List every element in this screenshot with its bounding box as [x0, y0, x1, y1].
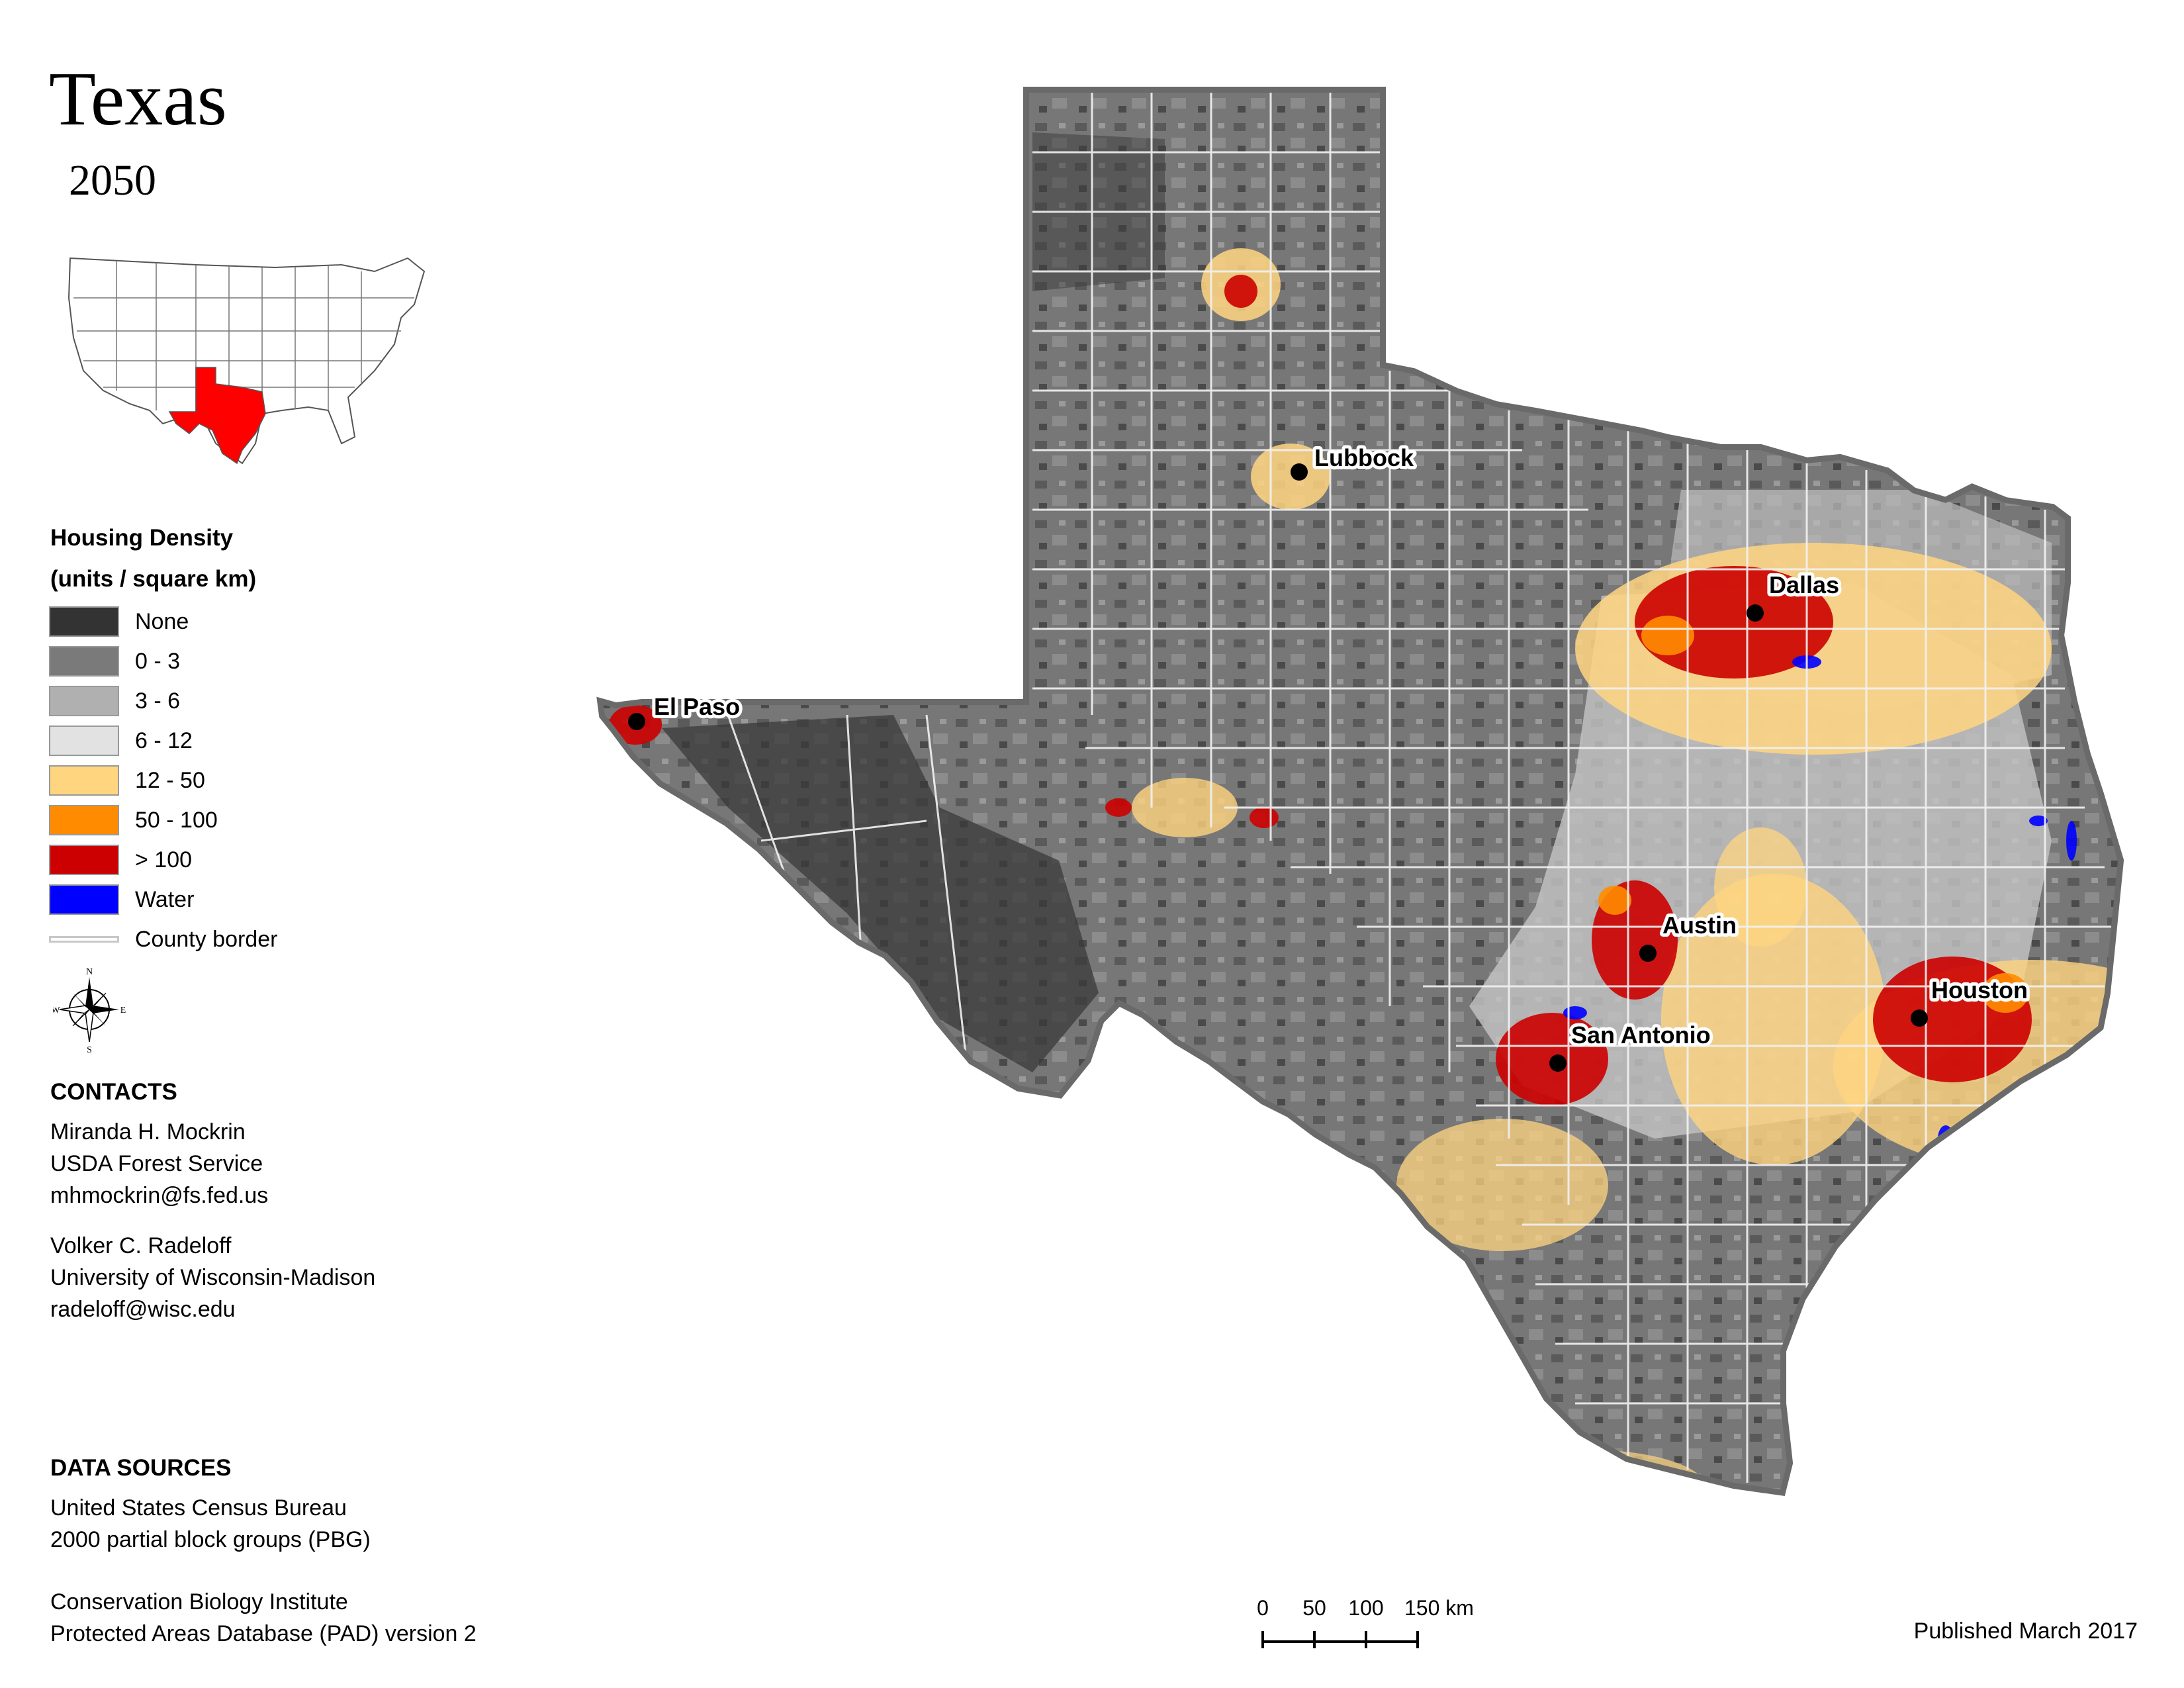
legend-label: County border: [135, 926, 278, 952]
us-inset-map: [68, 257, 426, 465]
compass-s: S: [87, 1045, 92, 1054]
legend-label: 3 - 6: [135, 688, 181, 714]
data-sources-heading: DATA SOURCES: [50, 1455, 232, 1481]
legend-label: None: [135, 608, 189, 634]
legend-swatch: [49, 686, 119, 716]
compass-rose-icon: N S E W: [53, 967, 126, 1054]
legend-label: 12 - 50: [135, 767, 205, 793]
legend-label: Water: [135, 886, 195, 912]
data-source-line: Protected Areas Database (PAD) version 2: [50, 1621, 477, 1646]
scale-bar: 0 50 100 150 km: [1257, 1596, 1474, 1648]
contact-name: Miranda H. Mockrin: [50, 1119, 246, 1145]
city-label-austin: Austin: [1662, 912, 1737, 939]
san-antonio-suburbs: [1396, 1119, 1608, 1251]
map-year: 2050: [69, 156, 156, 205]
legend-item-50-100: 50 - 100: [49, 805, 218, 835]
map-title: Texas: [49, 57, 227, 142]
data-source-1: United States Census Bureau 2000 partial…: [50, 1492, 371, 1556]
legend-item-0-3: 0 - 3: [49, 646, 180, 677]
region-none-south: [1257, 1152, 1390, 1377]
city-dot-el-paso: [628, 713, 645, 730]
city-dot-austin: [1639, 945, 1657, 962]
legend-swatch-county-border: [49, 936, 119, 943]
legend-title-line2: (units / square km): [50, 566, 257, 592]
city-label-lubbock: Lubbock: [1314, 444, 1414, 471]
legend-swatch: [49, 884, 119, 915]
water-toledo-bend: [2066, 821, 2077, 861]
contact-name: Volker C. Radeloff: [50, 1233, 232, 1258]
legend-swatch: [49, 845, 119, 875]
odessa-core: [1105, 798, 1132, 817]
waco-temple-area: [1714, 827, 1807, 947]
water-medina-lake: [1563, 1006, 1587, 1019]
city-dot-dallas: [1747, 604, 1764, 622]
city-dot-houston: [1911, 1009, 1928, 1027]
compass-e: E: [120, 1006, 126, 1015]
city-label-dallas: Dallas: [1769, 571, 1839, 598]
scale-tick-0: 0: [1257, 1596, 1269, 1620]
contacts-heading: CONTACTS: [50, 1079, 177, 1105]
legend-label: 50 - 100: [135, 807, 218, 833]
legend-item-gt-100: > 100: [49, 845, 192, 875]
density-overlay: [609, 132, 2118, 1489]
city-label-san-antonio: San Antonio: [1571, 1021, 1711, 1049]
contact-email: radeloff@wisc.edu: [50, 1297, 236, 1322]
scale-tick-150: 150 km: [1404, 1596, 1474, 1620]
contact-org: USDA Forest Service: [50, 1151, 263, 1176]
rio-grande-valley-suburbs: [1469, 1450, 1707, 1489]
legend-item-water: Water: [49, 884, 194, 915]
contact-1: Miranda H. Mockrin USDA Forest Service m…: [50, 1116, 268, 1211]
midland-core: [1250, 807, 1279, 828]
data-source-line: Conservation Biology Institute: [50, 1589, 348, 1615]
austin-sa-corridor: [1661, 874, 1886, 1165]
scale-tick-50: 50: [1302, 1596, 1326, 1620]
legend-label: 6 - 12: [135, 727, 193, 753]
austin-accent: [1598, 886, 1631, 915]
texas-inset-highlight: [168, 367, 266, 465]
texas-housing-density-map: Lubbock El Paso Dallas Austin San Antoni…: [596, 79, 2151, 1549]
city-dot-san-antonio: [1549, 1055, 1567, 1072]
contact-email: mhmockrin@fs.fed.us: [50, 1183, 269, 1208]
county-borders: [727, 93, 2111, 1483]
legend-swatch: [49, 606, 119, 637]
contact-2: Volker C. Radeloff University of Wiscons…: [50, 1230, 375, 1325]
data-source-2: Conservation Biology Institute Protected…: [50, 1586, 477, 1650]
brownsville-mcallen-core: [1496, 1460, 1655, 1489]
legend-swatch: [49, 646, 119, 677]
published-date: Published March 2017: [1913, 1618, 2138, 1644]
legend-item-6-12: 6 - 12: [49, 726, 193, 756]
fort-worth-accent: [1641, 616, 1694, 655]
midland-odessa: [1132, 778, 1238, 837]
legend-swatch: [49, 726, 119, 756]
legend-item-12-50: 12 - 50: [49, 765, 205, 796]
compass-n: N: [86, 967, 93, 977]
contact-org: University of Wisconsin-Madison: [50, 1265, 376, 1290]
compass-w: W: [53, 1006, 60, 1015]
legend-swatch: [49, 805, 119, 835]
data-source-line: United States Census Bureau: [50, 1495, 347, 1521]
legend-swatch: [49, 765, 119, 796]
legend-label: 0 - 3: [135, 648, 181, 674]
water-sam-rayburn: [2029, 816, 2048, 826]
legend-title: Housing Density (units / square km): [50, 518, 256, 600]
legend-item-3-6: 3 - 6: [49, 686, 180, 716]
scale-tick-100: 100: [1348, 1596, 1383, 1620]
legend-item-county-border: County border: [49, 924, 277, 955]
legend-label: > 100: [135, 847, 193, 872]
legend-item-none: None: [49, 606, 189, 637]
amarillo-core: [1224, 275, 1257, 308]
data-source-line: 2000 partial block groups (PBG): [50, 1527, 371, 1552]
city-label-houston: Houston: [1931, 976, 2028, 1004]
region-none-west: [662, 715, 1099, 1072]
city-label-el-paso: El Paso: [654, 693, 740, 720]
city-dot-lubbock: [1291, 463, 1308, 481]
legend-title-line1: Housing Density: [50, 525, 234, 551]
houston-accent: [1982, 973, 2028, 1013]
